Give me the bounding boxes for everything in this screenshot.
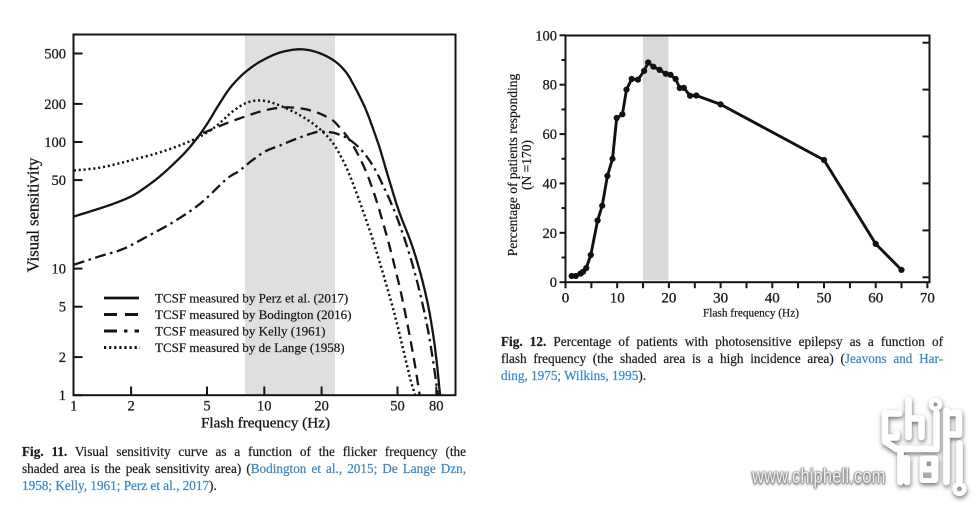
svg-text:10: 10 bbox=[610, 291, 625, 307]
svg-text:5: 5 bbox=[203, 399, 210, 415]
svg-text:1: 1 bbox=[59, 388, 66, 404]
svg-text:5: 5 bbox=[59, 300, 66, 316]
svg-text:TCSF measured by Bodington (20: TCSF measured by Bodington (2016) bbox=[155, 307, 351, 322]
svg-text:10: 10 bbox=[52, 262, 67, 278]
svg-text:40: 40 bbox=[543, 176, 558, 192]
svg-text:50: 50 bbox=[52, 173, 67, 189]
svg-text:70: 70 bbox=[920, 291, 935, 307]
svg-text:50: 50 bbox=[390, 399, 405, 415]
svg-text:TCSF measured by de Lange (195: TCSF measured by de Lange (1958) bbox=[155, 340, 345, 355]
svg-text:500: 500 bbox=[44, 47, 66, 63]
svg-text:30: 30 bbox=[713, 291, 728, 307]
svg-text:0: 0 bbox=[550, 275, 557, 291]
svg-text:10: 10 bbox=[257, 399, 272, 415]
svg-text:(N =170): (N =170) bbox=[519, 140, 534, 190]
svg-text:2: 2 bbox=[127, 399, 134, 415]
svg-text:Visual sensitivity: Visual sensitivity bbox=[24, 157, 43, 272]
svg-text:50: 50 bbox=[817, 291, 832, 307]
svg-text:60: 60 bbox=[543, 127, 558, 143]
svg-text:Flash frequency (Hz): Flash frequency (Hz) bbox=[201, 415, 330, 432]
svg-text:100: 100 bbox=[535, 28, 557, 44]
svg-text:1: 1 bbox=[70, 399, 77, 415]
svg-text:60: 60 bbox=[868, 291, 883, 307]
svg-text:100: 100 bbox=[44, 135, 66, 151]
svg-text:0: 0 bbox=[562, 291, 570, 307]
svg-text:Percentage of patients respond: Percentage of patients responding bbox=[505, 73, 520, 256]
svg-text:20: 20 bbox=[314, 399, 329, 415]
svg-text:80: 80 bbox=[429, 399, 444, 415]
svg-text:20: 20 bbox=[543, 226, 558, 242]
svg-text:TCSF measured by Kelly (1961): TCSF measured by Kelly (1961) bbox=[155, 324, 325, 339]
svg-text:2: 2 bbox=[59, 350, 66, 366]
svg-text:200: 200 bbox=[44, 97, 66, 113]
svg-text:Flash frequency (Hz): Flash frequency (Hz) bbox=[703, 308, 799, 320]
svg-text:20: 20 bbox=[661, 291, 676, 307]
svg-text:40: 40 bbox=[765, 291, 780, 307]
svg-text:TCSF measured by Perz et al. (: TCSF measured by Perz et al. (2017) bbox=[155, 291, 348, 306]
svg-text:80: 80 bbox=[543, 78, 558, 94]
